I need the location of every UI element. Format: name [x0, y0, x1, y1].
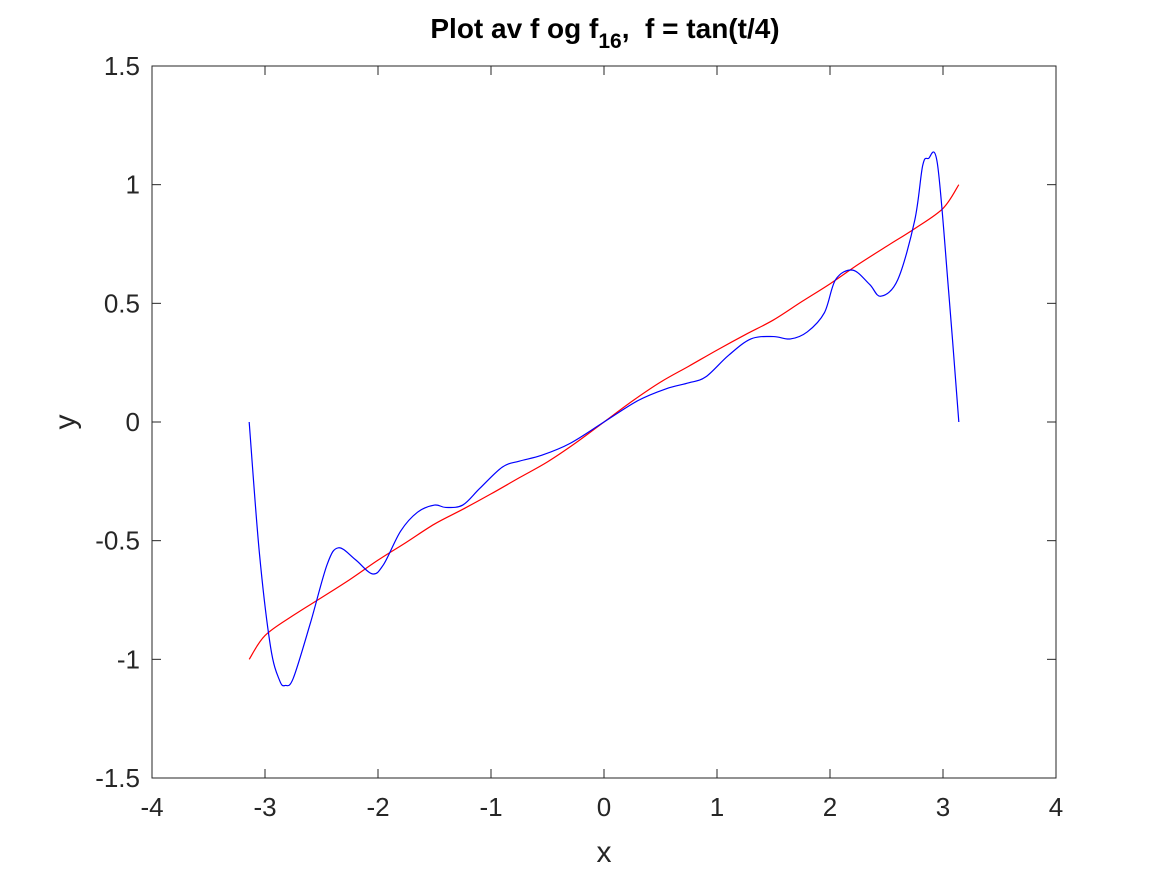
chart-title-subscript: 16: [598, 30, 621, 53]
y-tick-label: 0: [126, 407, 140, 437]
chart-title-tail: , f = tan(t/4): [622, 13, 780, 44]
y-tick-label: 1: [126, 170, 140, 200]
x-tick-label: -1: [479, 792, 502, 822]
x-tick-label: -3: [253, 792, 276, 822]
y-axis-label: y: [49, 415, 82, 430]
x-tick-label: 3: [936, 792, 950, 822]
x-axis-label: x: [597, 836, 612, 869]
y-tick-label: 0.5: [104, 288, 140, 318]
chart-title-main: Plot av f og f: [430, 13, 599, 44]
series-line-f16: [248, 151, 960, 687]
y-tick-label: -0.5: [95, 526, 140, 556]
x-tick-label: 1: [710, 792, 724, 822]
tick-layer: -4 -3 -2 -1 0 1 2 3 4 -1.5 -1 -0.5 0 0.5 1 1.5: [95, 51, 1063, 822]
plot-area: -4 -3 -2 -1 0 1 2 3 4 -1.5 -1 -0.5 0 0.5 1 1.5: [95, 51, 1063, 822]
x-tick-label: 4: [1049, 792, 1063, 822]
x-tick-label: -2: [366, 792, 389, 822]
x-tick-label: -4: [140, 792, 163, 822]
y-tick-label: -1: [117, 644, 140, 674]
y-tick-label: -1.5: [95, 763, 140, 793]
chart-title: Plot av f og f16, f = tan(t/4): [430, 13, 779, 53]
y-tick-label: 1.5: [104, 51, 140, 81]
series-layer: [248, 151, 960, 687]
x-tick-label: 0: [597, 792, 611, 822]
x-tick-label: 2: [823, 792, 837, 822]
